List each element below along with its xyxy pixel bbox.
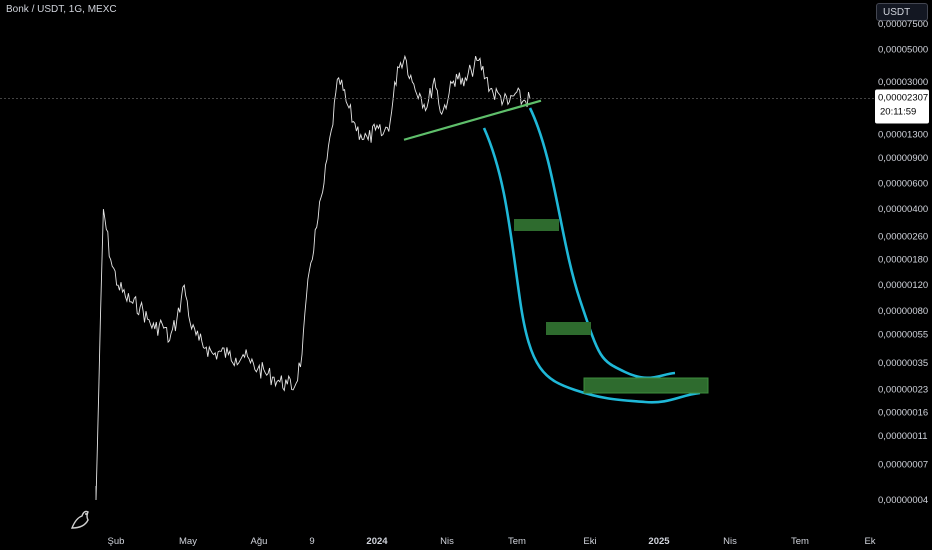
x-tick-label: Nis (440, 536, 454, 547)
y-axis: 0,00007500 0,00005000 0,00003000 0,00001300… (878, 19, 928, 506)
x-tick-label: Ağu (251, 536, 268, 547)
x-tick-label: Eki (583, 536, 596, 547)
y-tick-label: 0,00000180 (878, 255, 928, 266)
x-tick-label: 2025 (648, 536, 670, 547)
y-tick-label: 0,00000600 (878, 179, 928, 190)
tradingview-logo-icon (70, 510, 89, 529)
symbol-title: Bonk / USDT, 1G, MEXC (6, 4, 117, 15)
currency-selector[interactable]: USDT (876, 3, 928, 21)
y-tick-label: 0,00005000 (878, 45, 928, 56)
target-zone-1 (514, 219, 559, 231)
price-label-value: 0,00002307 (878, 92, 928, 103)
x-tick-label: Nis (723, 536, 737, 547)
y-tick-label: 0,00000055 (878, 329, 928, 340)
projection-lower-curve (482, 127, 701, 404)
y-tick-label: 0,00007500 (878, 19, 928, 30)
y-tick-label: 0,00000260 (878, 231, 928, 242)
price-label-box (875, 89, 929, 124)
x-tick-label: 2024 (366, 536, 388, 547)
drawings (0, 98, 874, 404)
target-zone-3 (583, 377, 709, 394)
x-tick-label: Tem (508, 536, 526, 547)
y-tick-label: 0,00000035 (878, 358, 928, 369)
y-tick-label: 0,00000011 (878, 431, 928, 442)
y-tick-label: 0,00000016 (878, 407, 928, 418)
current-price-label: 0,00002307 20:11:59 (875, 89, 929, 124)
y-tick-label: 0,00001300 (878, 130, 928, 141)
y-tick-label: 0,00000007 (878, 460, 928, 471)
y-tick-label: 0,00003000 (878, 77, 928, 88)
x-tick-label: Ek (864, 536, 875, 547)
y-tick-label: 0,00000004 (878, 495, 928, 506)
y-tick-label: 0,00000080 (878, 306, 928, 317)
price-label-countdown: 20:11:59 (880, 106, 916, 117)
y-tick-label: 0,00000120 (878, 280, 928, 291)
price-line (95, 54, 531, 501)
y-tick-label: 0,00000400 (878, 204, 928, 215)
price-series (95, 54, 531, 501)
x-tick-label: May (179, 536, 197, 547)
y-tick-label: 0,00000900 (878, 153, 928, 164)
x-axis: Şub May Ağu 9 2024 Nis Tem Eki 2025 Nis Tem Ek (108, 536, 876, 547)
x-tick-label: Tem (791, 536, 809, 547)
trendline (403, 99, 542, 141)
x-tick-label: 9 (309, 536, 314, 547)
target-zone-2 (546, 322, 591, 335)
projection-upper-curve (528, 107, 676, 380)
x-tick-label: Şub (108, 536, 125, 547)
y-tick-label: 0,00000023 (878, 385, 928, 396)
